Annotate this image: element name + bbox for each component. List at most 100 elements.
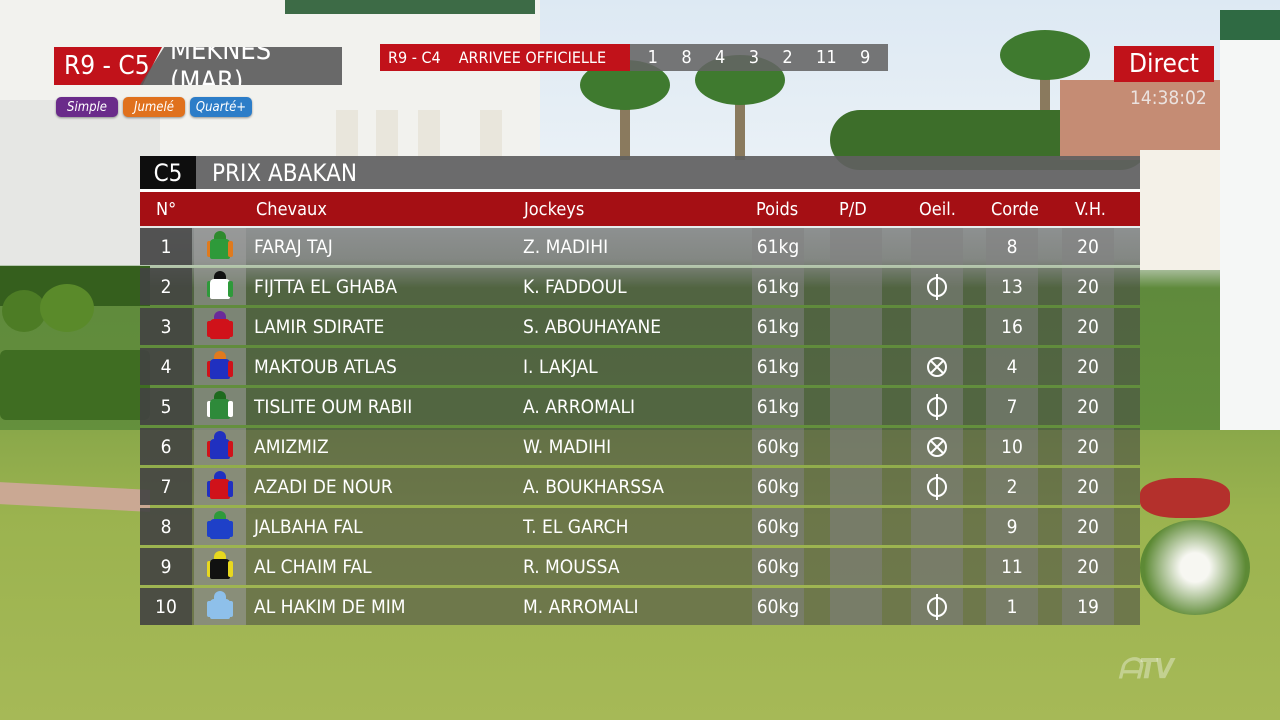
- blinkers-phi-icon: [927, 393, 947, 420]
- blinkers-phi-icon: [927, 593, 947, 620]
- runner-number: 7: [140, 468, 192, 505]
- jockey-name: K. FADDOUL: [523, 275, 627, 298]
- arrival-position: 2: [782, 47, 793, 68]
- horse-name: MAKTOUB ATLAS: [254, 355, 397, 378]
- jockey-silk-icon: [194, 468, 246, 505]
- race-badge: C5: [140, 156, 196, 189]
- runner-number: 5: [140, 388, 192, 425]
- draw-number: 2: [986, 468, 1038, 505]
- runner-number: 8: [140, 508, 192, 545]
- header-pd: P/D: [839, 198, 867, 220]
- table-row: 5 TISLITE OUM RABII A. ARROMALI 61kg 7 2…: [140, 388, 1140, 425]
- arrival-position: 4: [715, 47, 726, 68]
- arrival-label: ARRIVEE OFFICIELLE: [458, 48, 607, 67]
- pd-cell: [830, 228, 882, 265]
- jockey-silk-icon: [194, 268, 246, 305]
- pd-cell: [830, 548, 882, 585]
- blinkers-cell: [911, 348, 963, 385]
- handicap-value: 20: [1062, 348, 1114, 385]
- header-num: N°: [156, 198, 177, 220]
- weight: 61kg: [752, 228, 804, 265]
- jockey-name: Z. MADIHI: [523, 235, 609, 258]
- blinkers-cell: [911, 268, 963, 305]
- blinkers-cell: [911, 308, 963, 345]
- runner-number: 3: [140, 308, 192, 345]
- draw-number: 7: [986, 388, 1038, 425]
- blinkers-cell: [911, 548, 963, 585]
- draw-number: 1: [986, 588, 1038, 625]
- handicap-value: 20: [1062, 508, 1114, 545]
- weight: 61kg: [752, 308, 804, 345]
- horse-name: FIJTTA EL GHABA: [254, 275, 398, 298]
- jockey-name: R. MOUSSA: [523, 555, 620, 578]
- handicap-value: 20: [1062, 468, 1114, 505]
- header-vh: V.H.: [1075, 198, 1106, 220]
- blinkers-cross-icon: [927, 436, 947, 457]
- pd-cell: [830, 588, 882, 625]
- weight: 60kg: [752, 428, 804, 465]
- table-row: 3 LAMIR SDIRATE S. ABOUHAYANE 61kg 16 20: [140, 308, 1140, 345]
- horse-name: LAMIR SDIRATE: [254, 315, 385, 338]
- header-oeil: Oeil.: [919, 198, 956, 220]
- header-corde: Corde: [991, 198, 1039, 220]
- pd-cell: [830, 388, 882, 425]
- arrival-position: 11: [816, 47, 837, 68]
- blinkers-phi-icon: [927, 473, 947, 500]
- handicap-value: 20: [1062, 268, 1114, 305]
- pd-cell: [830, 468, 882, 505]
- runner-number: 6: [140, 428, 192, 465]
- pd-cell: [830, 268, 882, 305]
- arrival-race-id: R9 - C4: [388, 48, 441, 67]
- draw-number: 11: [986, 548, 1038, 585]
- runner-number: 1: [140, 228, 192, 265]
- weight: 61kg: [752, 388, 804, 425]
- pd-cell: [830, 308, 882, 345]
- jockey-name: T. EL GARCH: [523, 515, 629, 538]
- table-row: 2 FIJTTA EL GHABA K. FADDOUL 61kg 13 20: [140, 268, 1140, 305]
- runner-number: 4: [140, 348, 192, 385]
- weight: 60kg: [752, 548, 804, 585]
- table-row: 6 AMIZMIZ W. MADIHI 60kg 10 20: [140, 428, 1140, 465]
- table-header: N° Chevaux Jockeys Poids P/D Oeil. Corde…: [140, 192, 1140, 226]
- jockey-silk-icon: [194, 228, 246, 265]
- bet-type-simple: Simple: [56, 97, 118, 117]
- channel-logo: ᗩTV: [1118, 652, 1174, 685]
- handicap-value: 20: [1062, 228, 1114, 265]
- draw-number: 10: [986, 428, 1038, 465]
- bet-type-quarte: Quarté+: [190, 97, 252, 117]
- weight: 61kg: [752, 268, 804, 305]
- jockey-name: A. BOUKHARSSA: [523, 475, 664, 498]
- horse-name: FARAJ TAJ: [254, 235, 333, 258]
- jockey-name: S. ABOUHAYANE: [523, 315, 662, 338]
- draw-number: 13: [986, 268, 1038, 305]
- horse-name: AL CHAIM FAL: [254, 555, 372, 578]
- draw-number: 9: [986, 508, 1038, 545]
- blinkers-cell: [911, 588, 963, 625]
- runner-number: 2: [140, 268, 192, 305]
- draw-number: 16: [986, 308, 1038, 345]
- runner-number: 9: [140, 548, 192, 585]
- pd-cell: [830, 508, 882, 545]
- jockey-silk-icon: [194, 588, 246, 625]
- jockey-name: M. ARROMALI: [523, 595, 639, 618]
- handicap-value: 20: [1062, 308, 1114, 345]
- header-horse: Chevaux: [256, 198, 327, 220]
- jockey-name: A. ARROMALI: [523, 395, 636, 418]
- blinkers-cell: [911, 428, 963, 465]
- jockey-name: I. LAKJAL: [523, 355, 598, 378]
- blinkers-cell: [911, 468, 963, 505]
- horse-name: AL HAKIM DE MIM: [254, 595, 406, 618]
- table-row: 9 AL CHAIM FAL R. MOUSSA 60kg 11 20: [140, 548, 1140, 585]
- table-row: 8 JALBAHA FAL T. EL GARCH 60kg 9 20: [140, 508, 1140, 545]
- draw-number: 8: [986, 228, 1038, 265]
- handicap-value: 20: [1062, 428, 1114, 465]
- jockey-silk-icon: [194, 388, 246, 425]
- arrival-banner: R9 - C4 ARRIVEE OFFICIELLE: [380, 44, 630, 71]
- jockey-name: W. MADIHI: [523, 435, 612, 458]
- jockey-silk-icon: [194, 428, 246, 465]
- horse-name: AZADI DE NOUR: [254, 475, 393, 498]
- runners-list: 1 FARAJ TAJ Z. MADIHI 61kg 8 20 2 FIJTTA…: [140, 228, 1140, 628]
- horse-name: AMIZMIZ: [254, 435, 329, 458]
- blinkers-cell: [911, 508, 963, 545]
- grandstand-stairs: [0, 100, 160, 265]
